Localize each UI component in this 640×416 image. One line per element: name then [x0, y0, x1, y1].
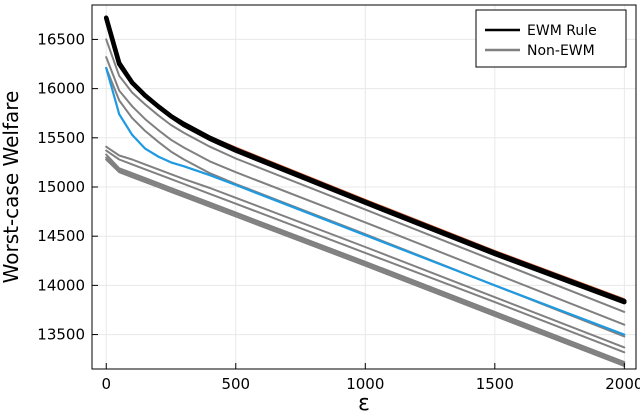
- legend: EWM Rule Non-EWM: [475, 9, 627, 68]
- legend-label-non-ewm: Non-EWM: [527, 43, 595, 59]
- y-tick-label: 14500: [37, 227, 85, 245]
- y-tick-label: 16000: [37, 80, 85, 98]
- x-tick-label: 1000: [346, 375, 384, 393]
- grid-lines: [92, 5, 636, 369]
- x-axis-title: ε: [358, 391, 370, 416]
- series-line-non-ewm: [105, 149, 626, 354]
- y-tick-label: 14000: [37, 276, 85, 294]
- x-tick-label: 2000: [605, 375, 640, 393]
- series-line-non-ewm: [105, 56, 626, 326]
- axis-ticks: 0 500 1000 1500 2000 13500 14000 14500 15000 1550…: [37, 30, 640, 393]
- x-tick-label: 0: [101, 375, 111, 393]
- series-line-non-ewm: [105, 153, 626, 364]
- series-line-non-ewm: [105, 156, 626, 366]
- series-line-non-ewm: [105, 38, 626, 313]
- y-tick-label: 15500: [37, 129, 85, 147]
- series-line-non-ewm: [105, 145, 626, 349]
- series-line-blue: [105, 66, 626, 336]
- legend-label-ewm: EWM Rule: [527, 23, 597, 39]
- legend-box: [475, 9, 627, 68]
- series-lines: [103, 15, 627, 367]
- y-tick-label: 16500: [37, 30, 85, 48]
- x-tick-label: 500: [221, 375, 250, 393]
- y-axis-title: Worst-case Welfare: [0, 91, 23, 284]
- series-line-ewm-rule: [103, 15, 627, 304]
- x-tick-label: 1500: [476, 375, 514, 393]
- y-tick-label: 13500: [37, 326, 85, 344]
- series-line-non-ewm: [105, 158, 626, 367]
- y-tick-label: 15000: [37, 178, 85, 196]
